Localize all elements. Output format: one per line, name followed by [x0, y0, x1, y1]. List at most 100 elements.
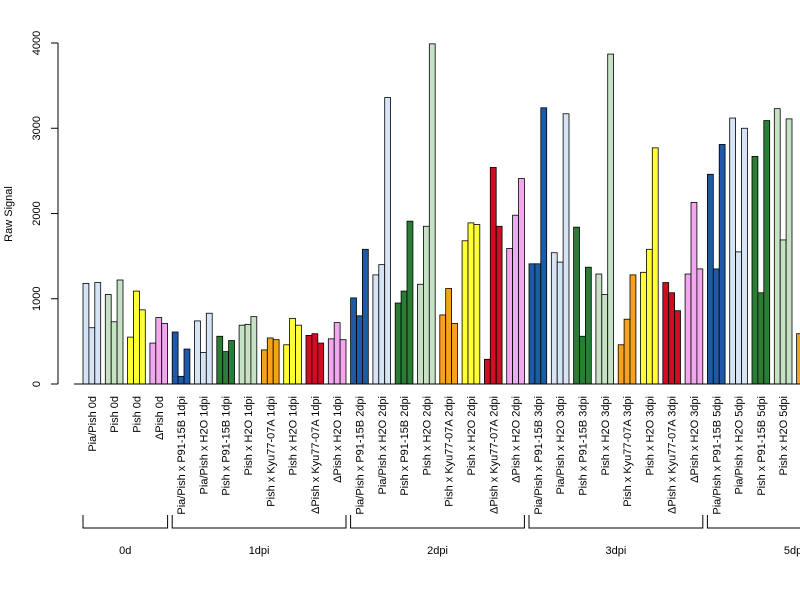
bar: [534, 263, 542, 385]
bar: [289, 317, 296, 385]
x-tick-label: Pish x P91-15B 2dpi: [399, 396, 411, 496]
bar: [651, 147, 659, 385]
bar: [779, 239, 787, 385]
group-bracket: [706, 515, 800, 529]
bar: [222, 351, 229, 385]
x-tick-label: Pish x P91-15B 5dpi: [756, 396, 768, 496]
bar: [311, 333, 319, 385]
x-tick-label: ΔPish x H2O 3dpi: [689, 396, 701, 483]
bar: [333, 322, 341, 385]
x-tick-label: Pish x Kyu77-07A 1dpi: [265, 396, 277, 507]
x-tick-label: Pia/Pish x P91-15B 3dpi: [533, 396, 545, 515]
bar: [394, 302, 402, 385]
bar: [417, 283, 424, 385]
group-label: 2dpi: [427, 545, 448, 557]
bar: [250, 316, 258, 385]
x-tick-label: Pish 0d: [109, 396, 121, 433]
bar: [272, 339, 280, 385]
bar: [138, 309, 146, 385]
bar: [629, 274, 637, 385]
bar: [228, 340, 235, 385]
bar: [607, 53, 615, 385]
bar: [718, 144, 726, 385]
bar: [238, 324, 246, 385]
x-tick-label: Pia/Pish x P91-15B 1dpi: [176, 396, 188, 515]
bar: [244, 323, 252, 385]
bar: [183, 348, 191, 385]
x-tick-label: Pia/Pish x H2O 2dpi: [377, 396, 389, 494]
x-tick-label: Pish x H2O 1dpi: [243, 396, 255, 475]
x-tick-label: ΔPish x H2O 1dpi: [332, 396, 344, 483]
y-tick-label: 3000: [31, 116, 43, 140]
x-tick-label: ΔPish x Kyu77-07A 3dpi: [667, 396, 679, 514]
x-tick-label: Pia/Pish x H2O 3dpi: [555, 396, 567, 494]
bar: [171, 331, 179, 385]
bar: [260, 349, 268, 385]
bar: [266, 337, 274, 385]
bar: [595, 273, 603, 385]
bar: [735, 251, 742, 385]
x-tick-label: ΔPish x H2O 2dpi: [511, 396, 523, 483]
bar: [489, 167, 497, 385]
bar: [528, 263, 536, 385]
bar: [773, 108, 781, 385]
bar: [177, 375, 185, 385]
bar: [149, 342, 157, 385]
bar: [317, 342, 325, 385]
y-axis: 0 1000 2000 3000 4000: [31, 31, 59, 387]
bar: [361, 248, 369, 385]
x-tick-label: Pish x H2O 2dpi: [466, 396, 478, 475]
group-label: 5dpi: [784, 545, 800, 557]
x-tick-label: ΔPish x Kyu77-07A 2dpi: [488, 396, 500, 514]
bar: [356, 315, 363, 385]
bar: [579, 335, 586, 385]
bar: [741, 127, 748, 385]
bar: [467, 222, 475, 385]
x-tick-label: Pish x H2O 5dpi: [778, 396, 790, 475]
bars: [82, 43, 800, 385]
bar: [406, 220, 414, 385]
x-tick-label: Pia/Pish x P91-15B 2dpi: [354, 396, 366, 515]
bar: [110, 321, 118, 385]
x-tick-label: Pia/Pish 0d: [87, 396, 99, 452]
bar: [573, 226, 580, 385]
x-tick-label: Pish x H2O 3dpi: [600, 396, 612, 475]
bar: [339, 339, 347, 385]
bar: [439, 314, 447, 385]
bar: [729, 117, 737, 385]
bar: [696, 268, 704, 385]
bar: [428, 43, 436, 385]
bar: [327, 338, 335, 385]
x-tick-label: Pia/Pish x H2O 5dpi: [734, 396, 746, 494]
bar: [350, 297, 357, 385]
bar: [512, 214, 519, 385]
bar: [550, 252, 558, 385]
group-bracket: [82, 515, 169, 529]
bar: [684, 273, 692, 385]
group-brackets: 0d 1dpi 2dpi 3dpi 5dpi: [82, 515, 800, 557]
group-label: 3dpi: [606, 545, 627, 557]
group-label: 0d: [119, 545, 131, 557]
group-bracket: [171, 515, 347, 529]
bar: [556, 261, 564, 385]
bar: [690, 202, 698, 385]
bar: [796, 333, 800, 385]
bar: [473, 224, 481, 385]
y-tick-label: 2000: [31, 201, 43, 225]
bar: [757, 292, 765, 385]
bar: [384, 97, 392, 385]
bar: [82, 282, 90, 385]
bar: [646, 248, 653, 385]
y-tick-label: 1000: [31, 287, 43, 311]
bar: [562, 113, 570, 385]
bar: [623, 318, 631, 385]
bar: [295, 324, 302, 385]
bar: [127, 336, 134, 385]
bar: [483, 358, 491, 385]
bar: [400, 290, 408, 385]
bar: [585, 266, 592, 385]
bar: [640, 271, 647, 385]
x-tick-label: Pish x H2O 2dpi: [421, 396, 433, 475]
bar: [662, 282, 670, 385]
x-tick-label: Pia/Pish x H2O 1dpi: [198, 396, 210, 494]
